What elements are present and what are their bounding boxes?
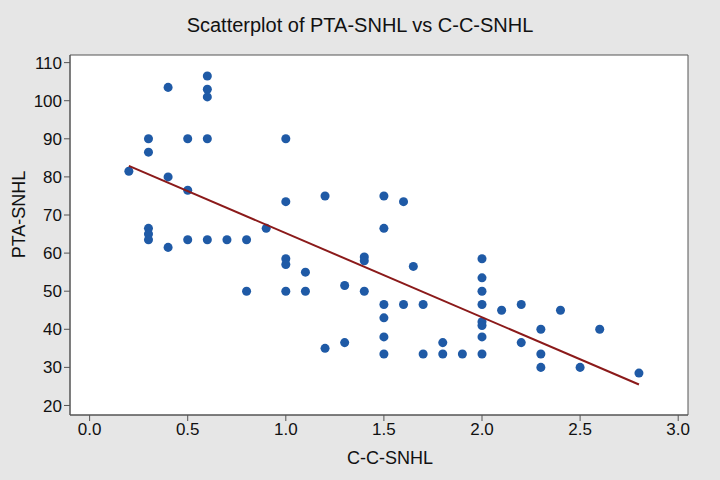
svg-text:3.0: 3.0 (666, 420, 690, 439)
svg-text:1.5: 1.5 (372, 420, 396, 439)
html-text:PTA-SNHL: PTA-SNHL (9, 170, 30, 258)
svg-text:0.5: 0.5 (176, 420, 200, 439)
svg-text:1.0: 1.0 (274, 420, 298, 439)
html-text:C-C-SNHL: C-C-SNHL (347, 448, 433, 468)
svg-text:100: 100 (34, 92, 62, 111)
svg-text:30: 30 (43, 358, 62, 377)
html-text:Scatterplot of PTA-SNHL vs C-C: Scatterplot of PTA-SNHL vs C-C-SNHL (186, 14, 534, 36)
svg-text:60: 60 (43, 244, 62, 263)
svg-text:50: 50 (43, 282, 62, 301)
svg-text:2.0: 2.0 (470, 420, 494, 439)
svg-text:40: 40 (43, 320, 62, 339)
svg-text:20: 20 (43, 397, 62, 416)
svg-text:2.5: 2.5 (568, 420, 592, 439)
svg-text:0.0: 0.0 (78, 420, 102, 439)
svg-text:110: 110 (35, 54, 62, 73)
svg-text:80: 80 (43, 168, 62, 187)
svg-text:70: 70 (43, 206, 62, 225)
svg-text:90: 90 (43, 130, 62, 149)
